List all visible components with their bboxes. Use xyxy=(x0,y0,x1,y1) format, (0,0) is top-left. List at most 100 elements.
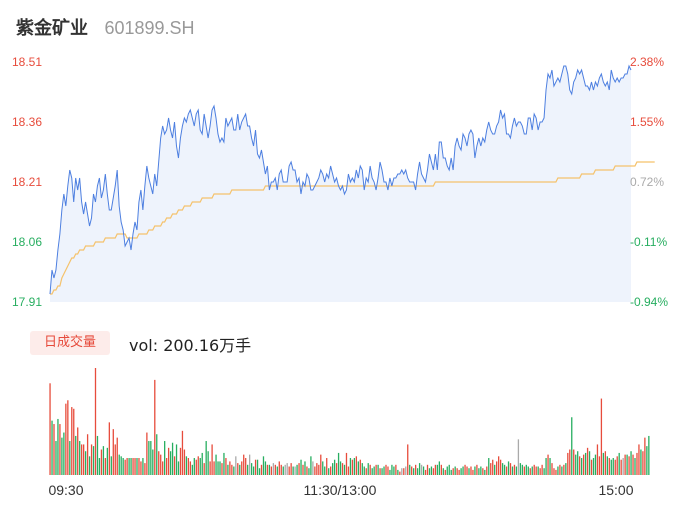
volume-bar xyxy=(582,454,585,475)
volume-bar xyxy=(464,464,466,475)
volume-bar xyxy=(53,424,55,475)
volume-bar xyxy=(549,458,551,475)
volume-bar xyxy=(335,463,338,475)
volume-bar xyxy=(575,454,577,475)
volume-bar xyxy=(343,464,346,475)
daily-volume-tab[interactable]: 日成交量 xyxy=(30,331,110,355)
volume-bar xyxy=(128,458,130,475)
volume-bar xyxy=(207,451,209,475)
volume-bar xyxy=(245,458,247,475)
volume-bar xyxy=(235,456,237,475)
volume-bar xyxy=(217,461,219,475)
volume-bar xyxy=(169,451,172,475)
volume-bar xyxy=(237,463,239,475)
volume-bar xyxy=(648,435,650,475)
volume-bar xyxy=(411,466,413,475)
volume-bar xyxy=(156,434,158,475)
y-tick-left: 17.91 xyxy=(12,295,42,309)
volume-bar xyxy=(345,452,348,475)
volume-bar xyxy=(539,468,541,475)
volume-bar xyxy=(71,407,73,475)
volume-bar xyxy=(355,456,358,475)
volume-bar xyxy=(458,469,460,475)
volume-bar xyxy=(555,469,557,475)
volume-bar xyxy=(403,468,405,475)
volume-bar xyxy=(316,463,318,475)
x-tick-label: 15:00 xyxy=(598,482,633,498)
volume-bar xyxy=(144,463,146,475)
volume-bar xyxy=(284,464,286,475)
volume-bar xyxy=(114,444,116,475)
volume-bar xyxy=(630,451,632,475)
volume-bar xyxy=(446,466,448,475)
volume-bar xyxy=(94,368,97,475)
volume-bar xyxy=(150,441,152,475)
volume-bar xyxy=(179,447,182,475)
volume-bar xyxy=(646,446,648,475)
volume-bar xyxy=(638,444,640,475)
volume-bar xyxy=(86,434,89,475)
volume-bar xyxy=(262,456,265,475)
volume-bar xyxy=(254,459,257,475)
volume-bar xyxy=(604,451,607,475)
volume-bar xyxy=(221,463,223,475)
volume-bar xyxy=(280,464,282,475)
volume-bar xyxy=(452,468,454,475)
volume-bar xyxy=(213,461,215,475)
volume-bar xyxy=(247,464,249,475)
volume-bar xyxy=(195,459,197,475)
volume-bar xyxy=(385,464,387,475)
volume-bar xyxy=(84,451,87,475)
volume-bar xyxy=(588,451,591,475)
volume-bar xyxy=(401,468,403,475)
volume-bar xyxy=(227,464,229,475)
volume-bar xyxy=(373,466,375,475)
volume-bar xyxy=(320,454,322,475)
volume-bar xyxy=(541,464,543,475)
volume-bar xyxy=(187,458,190,475)
volume-bar xyxy=(173,456,176,475)
volume-bar xyxy=(503,464,506,475)
volume-bar xyxy=(594,454,597,475)
price-line xyxy=(49,64,632,295)
volume-bar xyxy=(567,452,569,475)
volume-bar xyxy=(77,427,79,475)
volume-bar xyxy=(547,454,549,475)
volume-bar xyxy=(134,458,136,475)
volume-bar xyxy=(624,454,626,475)
volume-bar xyxy=(152,449,154,475)
volume-bar xyxy=(73,408,75,475)
volume-bar xyxy=(63,432,65,475)
volume-bar xyxy=(478,468,480,475)
volume-bar xyxy=(634,458,636,475)
volume-bar xyxy=(584,452,587,475)
volume-bar xyxy=(326,458,328,475)
volume-bar xyxy=(363,466,365,475)
volume-bar xyxy=(462,466,464,475)
volume-bar xyxy=(215,454,217,475)
volume-bar xyxy=(201,452,203,475)
volume-bar xyxy=(191,464,193,475)
volume-bar xyxy=(612,458,614,475)
volume-bar xyxy=(249,454,251,475)
volume-bar xyxy=(377,464,379,475)
volume-bar xyxy=(616,456,618,475)
volume-bar xyxy=(332,463,334,475)
y-tick-left: 18.51 xyxy=(12,55,42,69)
volume-bar xyxy=(537,466,539,475)
volume-bar xyxy=(205,441,207,475)
volume-bar xyxy=(523,466,525,475)
volume-bar xyxy=(507,461,510,475)
volume-bar xyxy=(122,458,124,475)
volume-bar xyxy=(622,458,624,475)
volume-bar xyxy=(282,466,284,475)
volume-bar xyxy=(256,459,259,475)
volume-bar xyxy=(148,441,150,475)
volume-bar xyxy=(322,461,324,475)
volume-bar xyxy=(162,461,164,475)
volume-bar xyxy=(391,464,393,475)
volume-bar xyxy=(565,463,567,475)
volume-bar xyxy=(379,468,381,475)
volume-bar xyxy=(592,458,595,475)
volume-bar xyxy=(531,466,533,475)
